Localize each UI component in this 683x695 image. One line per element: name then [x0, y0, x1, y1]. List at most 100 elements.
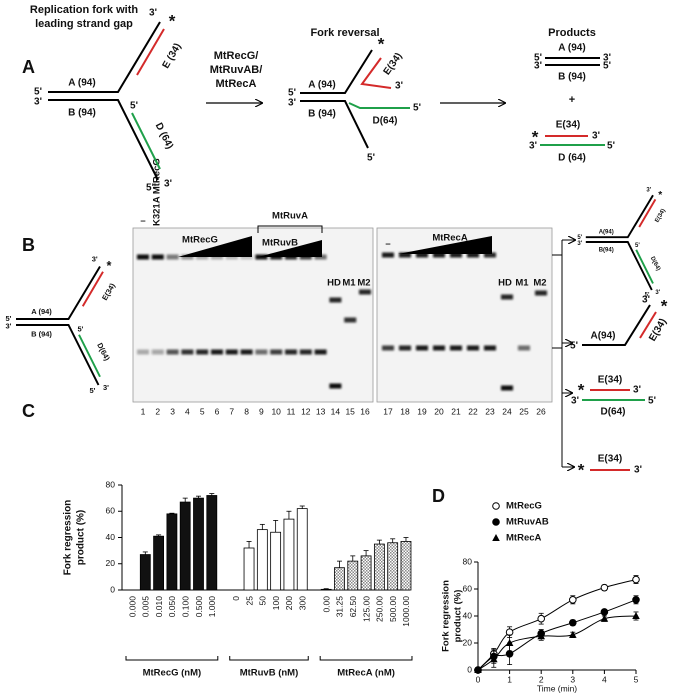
marker	[600, 608, 609, 616]
x-tick-label: 50	[258, 596, 268, 606]
x-tick-label: 62.50	[348, 596, 358, 618]
x-tick-label: 1.000	[207, 596, 217, 618]
gel-band	[501, 385, 513, 391]
strand-label: 3'	[103, 383, 109, 392]
y-tick-label: 0	[110, 584, 115, 594]
gel-band	[211, 349, 223, 355]
bar	[243, 547, 255, 591]
lane-number: 8	[244, 406, 249, 416]
lane-number: 5	[200, 406, 205, 416]
marker	[632, 612, 640, 619]
strand-label: 5'	[34, 87, 42, 98]
x-tick-label: 5	[634, 674, 639, 684]
y-tick-label: 80	[106, 479, 116, 489]
strand-label: 5'	[577, 235, 582, 241]
strand-label: 3'	[34, 97, 42, 108]
y-axis-label: product (%)	[76, 510, 87, 566]
strand-label: *	[378, 34, 385, 53]
y-axis-label: product (%)	[453, 590, 464, 643]
lane-number: 9	[259, 406, 264, 416]
lane-number: 12	[301, 406, 311, 416]
strand-label: 5'	[288, 88, 296, 99]
marker	[474, 666, 482, 673]
fork-diagram: 3' *E(34)5'A(94)3'B(94)5'D(64)5' 3'	[577, 187, 667, 298]
lane-number: 20	[434, 406, 444, 416]
strand-label: 3'	[529, 141, 537, 152]
gradient-wedge	[398, 236, 492, 254]
strand-label: 3'	[164, 179, 172, 190]
strand	[16, 324, 100, 386]
gel-band	[467, 345, 479, 351]
gel-band	[196, 349, 209, 355]
strand-label: 3'	[642, 295, 650, 306]
lane-label: M1	[515, 278, 529, 289]
lane-number: 17	[383, 406, 393, 416]
marker	[632, 575, 640, 584]
legend-label: MtRuvAB	[506, 517, 549, 528]
lane-number: 16	[360, 406, 370, 416]
strand-label: *	[658, 190, 662, 201]
gel-band	[166, 349, 179, 355]
bar	[373, 543, 385, 591]
gel-band	[450, 252, 462, 258]
strand	[136, 28, 165, 76]
lane-number: 14	[331, 406, 341, 416]
lane-label: MtRecA	[432, 233, 468, 244]
strand-label: 3'	[6, 321, 12, 330]
lane-number: 23	[485, 406, 495, 416]
panel-label: D	[432, 486, 445, 506]
strand-label: 3'	[655, 290, 660, 296]
marker	[537, 614, 546, 623]
diagram-title: leading strand gap	[35, 18, 133, 30]
strand-label: *	[532, 127, 539, 146]
series-line	[477, 579, 637, 671]
strand	[131, 112, 161, 170]
lane-number: 11	[287, 406, 296, 416]
panel-label: C	[22, 401, 35, 421]
y-tick-label: 40	[463, 610, 473, 620]
bar	[166, 513, 178, 591]
x-tick-label: 0.500	[194, 596, 204, 618]
diagram-title: Fork reversal	[310, 27, 379, 39]
bar	[400, 541, 412, 591]
gel-band	[382, 345, 394, 351]
bar	[270, 531, 282, 591]
group-label: MtRuvB (nM)	[240, 668, 299, 679]
strand-label: A (94)	[558, 43, 585, 54]
x-tick-label: 2	[539, 674, 544, 684]
lane-number: 7	[229, 406, 234, 416]
gel-band	[285, 349, 297, 355]
strand-label: 3'	[395, 81, 403, 92]
gel-band	[240, 349, 253, 355]
x-tick-label: 500.00	[388, 596, 398, 622]
strand-label: D (64)	[153, 121, 175, 151]
strand-label: D(64)	[649, 256, 661, 272]
x-tick-label: 125.00	[361, 596, 371, 622]
strand-label: 5'	[534, 53, 542, 64]
gel-band	[433, 252, 445, 258]
strand-label: 5'	[146, 183, 154, 194]
gel-band	[467, 252, 479, 258]
y-tick-label: 0	[467, 664, 472, 674]
gel-band	[344, 317, 357, 323]
strand-label: 3'	[646, 187, 651, 193]
strand	[635, 249, 654, 284]
lane-label: HD	[498, 278, 512, 289]
strand-label: E (34)	[161, 42, 184, 71]
marker	[537, 632, 545, 640]
legend-marker	[492, 534, 500, 541]
x-tick-label: 250.00	[375, 596, 385, 622]
gradient-wedge	[258, 240, 322, 257]
strand-label: *	[169, 11, 176, 30]
x-tick-label: 3	[570, 674, 575, 684]
x-tick-label: 300	[297, 596, 307, 610]
gel-band	[151, 254, 164, 260]
gel-band	[382, 252, 394, 258]
strand-label: B (94)	[558, 72, 586, 83]
strand	[16, 265, 101, 320]
lane-label: M1	[342, 278, 356, 289]
marker	[569, 596, 577, 604]
y-tick-label: 40	[106, 532, 116, 542]
x-tick-label: 4	[602, 674, 607, 684]
